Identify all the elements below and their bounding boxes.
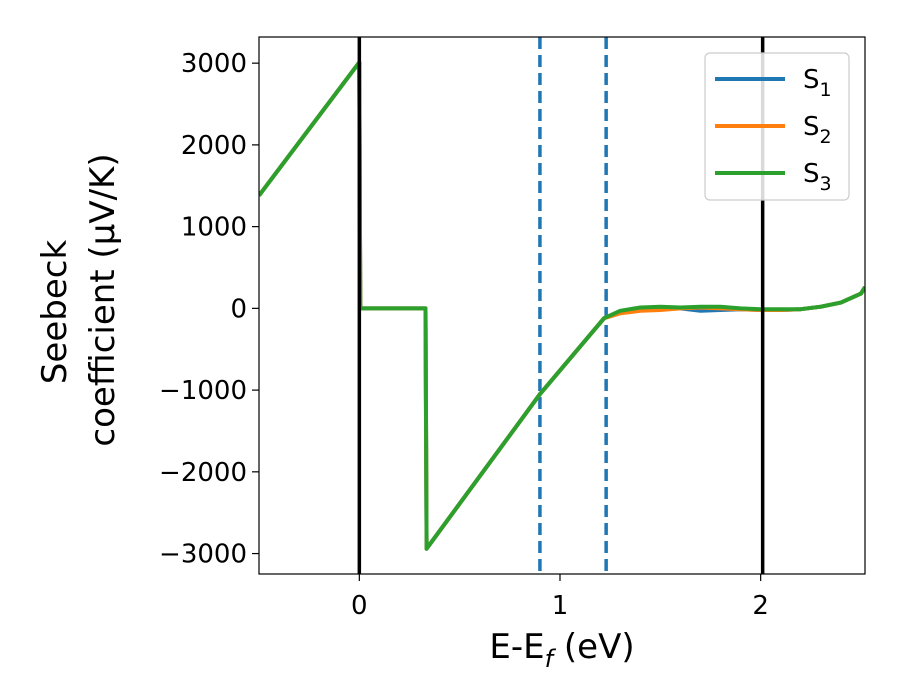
x-tick-label: 2 — [752, 591, 769, 621]
legend-label-s2: S2 — [803, 112, 832, 148]
axes: 0 1 2 −3000 −2000 −1000 0 1000 2000 3000 — [159, 36, 866, 621]
y-axis-label-line1: Seebeck — [35, 240, 75, 385]
legend-label-s3: S3 — [803, 159, 832, 195]
x-tick-label: 0 — [351, 591, 368, 621]
y-tick-label: 0 — [230, 294, 247, 324]
series-line-s3 — [259, 60, 865, 551]
y-tick-label: 1000 — [181, 213, 247, 243]
x-axis-label: E-Ef (eV) — [489, 627, 634, 673]
y-axis-label-line2: coefficient (μV/K) — [83, 153, 123, 446]
legend-label-s1: S1 — [803, 65, 832, 101]
y-tick-label: 2000 — [181, 131, 247, 161]
x-tick-label: 1 — [552, 591, 569, 621]
y-tick-label: −2000 — [159, 458, 247, 488]
plot-frame — [258, 36, 866, 575]
legend: S1 S2 S3 — [704, 52, 850, 201]
y-tick-label: 3000 — [181, 49, 247, 79]
y-tick-label: −1000 — [159, 376, 247, 406]
y-tick-label: −3000 — [159, 540, 247, 570]
